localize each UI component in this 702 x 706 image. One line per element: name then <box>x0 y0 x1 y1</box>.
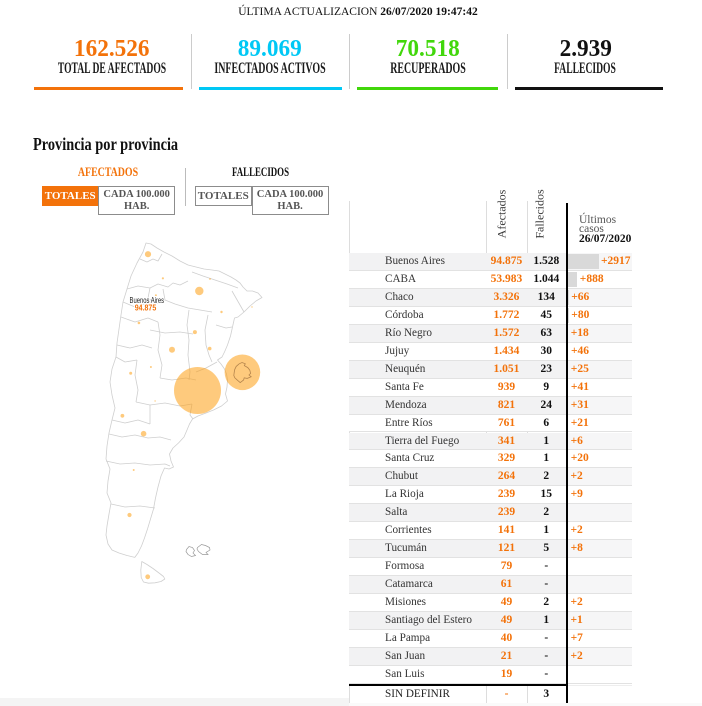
svg-text:Buenos Aires: Buenos Aires <box>130 296 165 305</box>
svg-text:94.875: 94.875 <box>135 304 157 313</box>
